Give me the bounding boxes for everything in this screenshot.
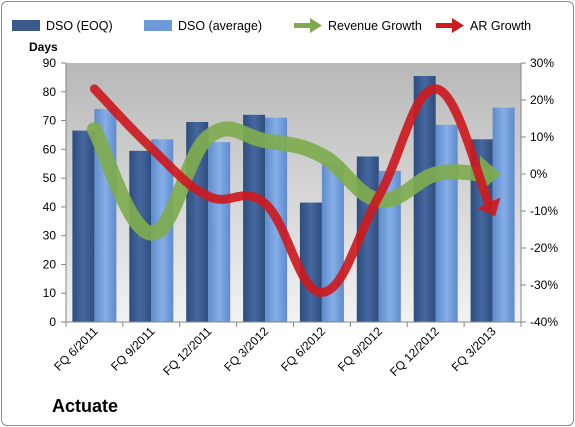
right-tick-label: -40% (530, 315, 558, 329)
right-tick-label: 30% (530, 56, 554, 70)
arrowhead-ar-growth (477, 197, 501, 217)
bar-dso-average-7 (435, 124, 458, 323)
legend-swatch-dso-average (144, 20, 172, 31)
legend-label-ar-growth: AR Growth (470, 19, 531, 33)
legend-item-dso-average: DSO (average) (144, 19, 262, 33)
left-tick-label: 50 (43, 171, 57, 185)
x-tick-label: FQ 6/2011 (51, 324, 101, 374)
legend-item-ar-growth: AR Growth (436, 18, 531, 33)
left-tick-label: 20 (43, 257, 57, 271)
x-tick-label: FQ 3/2013 (449, 324, 499, 374)
x-tick-label: FQ 9/2011 (108, 324, 158, 374)
left-tick-label: 40 (43, 200, 57, 214)
right-tick-label: -30% (530, 278, 558, 292)
left-tick-label: 80 (43, 85, 57, 99)
bar-dso-eoq-5 (299, 202, 322, 322)
x-axis-ticks: FQ 6/2011 FQ 9/2011 FQ 12/2011 FQ 3/2012 FQ … (51, 322, 522, 379)
right-axis-ticks: -40% -30% -20% -10% 0% 10% 20% 30% (521, 56, 558, 329)
legend: DSO (EOQ) DSO (average) Revenue Growth A… (12, 18, 531, 33)
right-tick-label: -20% (530, 241, 558, 255)
bar-dso-average-5 (321, 162, 344, 322)
legend-arrowhead-revenue-growth (310, 18, 322, 33)
x-tick-label: FQ 6/2012 (278, 324, 328, 374)
right-tick-label: 20% (530, 93, 554, 107)
legend-label-dso-average: DSO (average) (178, 19, 262, 33)
bar-dso-average-6 (378, 170, 401, 322)
left-tick-label: 30 (43, 229, 57, 243)
left-axis-ticks: 0 10 20 30 40 50 60 70 80 90 (43, 56, 66, 329)
right-tick-label: 0% (530, 167, 548, 181)
bar-dso-average-3 (208, 142, 231, 322)
right-tick-label: 10% (530, 130, 554, 144)
legend-swatch-dso-eoq (12, 20, 40, 31)
left-tick-label: 90 (43, 56, 57, 70)
right-tick-label: -10% (530, 204, 558, 218)
left-axis-label: Days (29, 40, 58, 54)
x-tick-label: FQ 12/2011 (160, 324, 214, 378)
x-tick-label: FQ 9/2012 (335, 324, 385, 374)
lines-layer (86, 84, 501, 297)
bar-dso-eoq-4 (243, 114, 266, 322)
legend-label-dso-eoq: DSO (EOQ) (46, 19, 113, 33)
left-tick-label: 10 (43, 286, 57, 300)
x-tick-label: FQ 3/2012 (221, 324, 271, 374)
left-tick-label: 70 (43, 114, 57, 128)
bar-dso-eoq-1 (72, 130, 95, 322)
x-tick-label: FQ 12/2012 (387, 324, 442, 379)
company-name: Actuate (52, 396, 119, 416)
legend-label-revenue-growth: Revenue Growth (328, 19, 422, 33)
bar-dso-average-8 (492, 107, 515, 322)
legend-item-revenue-growth: Revenue Growth (294, 18, 422, 33)
legend-arrowhead-ar-growth (452, 18, 464, 33)
bar-dso-eoq-7 (413, 76, 436, 322)
left-tick-label: 0 (49, 315, 56, 329)
line-ar-growth (89, 84, 494, 297)
line-revenue-growth (86, 121, 488, 241)
legend-item-dso-eoq: DSO (EOQ) (12, 19, 113, 33)
left-tick-label: 60 (43, 142, 57, 156)
